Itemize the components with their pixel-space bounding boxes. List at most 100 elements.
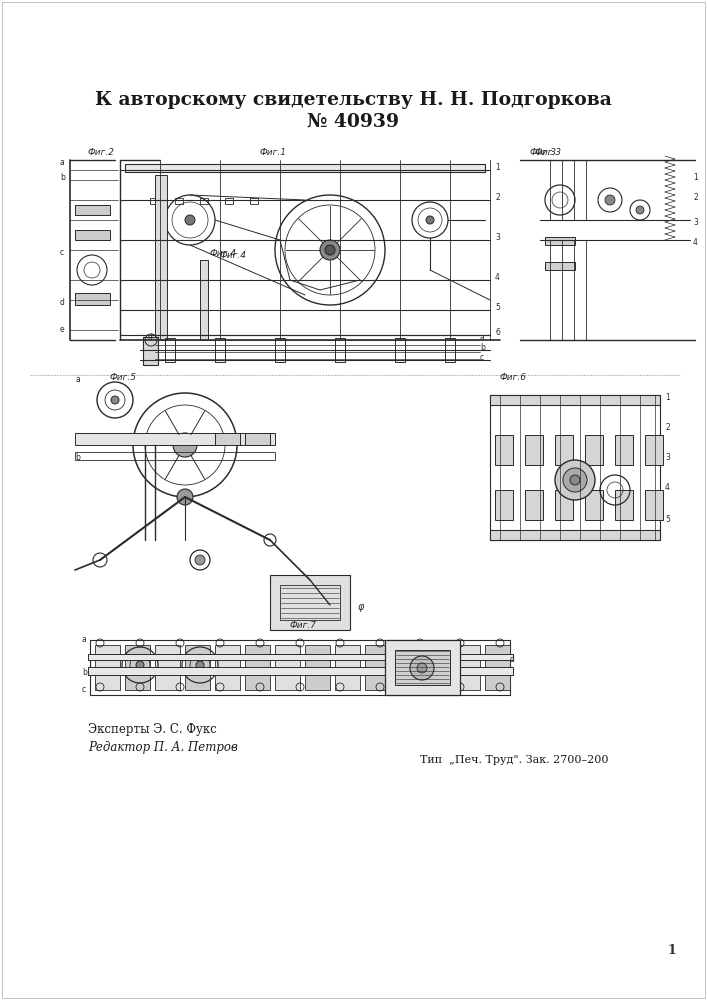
Bar <box>143 337 158 365</box>
Circle shape <box>196 661 204 669</box>
Text: d: d <box>510 655 515 664</box>
Bar <box>270 575 350 630</box>
Circle shape <box>636 206 644 214</box>
Bar <box>75 205 110 215</box>
Bar <box>200 198 208 204</box>
Bar <box>165 338 175 362</box>
Circle shape <box>185 215 195 225</box>
Text: 2: 2 <box>495 193 500 202</box>
Bar <box>490 395 660 540</box>
Text: 6: 6 <box>495 328 500 337</box>
Circle shape <box>563 468 587 492</box>
Bar <box>490 395 660 405</box>
Text: Фиг.1: Фиг.1 <box>260 148 287 157</box>
Bar <box>615 435 633 465</box>
Text: 3: 3 <box>665 453 670 462</box>
Bar <box>365 645 390 690</box>
Bar <box>395 650 450 685</box>
Text: b: b <box>82 668 87 677</box>
Text: 2: 2 <box>693 193 698 202</box>
Bar <box>395 338 405 362</box>
Circle shape <box>605 195 615 205</box>
Bar <box>555 435 573 465</box>
Bar <box>125 164 485 172</box>
Text: 2: 2 <box>665 423 670 432</box>
Text: К авторскому свидетельству Н. Н. Подгоркова: К авторскому свидетельству Н. Н. Подгорк… <box>95 91 612 109</box>
Bar <box>250 198 258 204</box>
Text: Эксперты Э. С. Фукс: Эксперты Э. С. Фукс <box>88 724 217 736</box>
Bar <box>645 435 663 465</box>
Text: a: a <box>82 635 87 644</box>
Circle shape <box>426 216 434 224</box>
Bar <box>95 645 120 690</box>
Text: a: a <box>60 158 65 167</box>
Text: Фиг.4: Фиг.4 <box>220 251 247 260</box>
Bar <box>555 490 573 520</box>
Bar <box>490 530 660 540</box>
Bar <box>395 645 420 690</box>
Text: Фиг.5: Фиг.5 <box>110 373 137 382</box>
Text: a: a <box>75 375 80 384</box>
Bar <box>455 645 480 690</box>
Text: c: c <box>60 248 64 257</box>
Bar <box>155 645 180 690</box>
Bar <box>75 230 110 240</box>
Circle shape <box>195 555 205 565</box>
Bar <box>215 338 225 362</box>
Bar <box>245 645 270 690</box>
Circle shape <box>570 475 580 485</box>
Text: Тип  „Печ. Труд". Зак. 2700–200: Тип „Печ. Труд". Зак. 2700–200 <box>420 755 609 765</box>
Circle shape <box>417 663 427 673</box>
Circle shape <box>320 240 340 260</box>
Text: c: c <box>82 685 86 694</box>
Text: Редактор П. А. Петров: Редактор П. А. Петров <box>88 742 238 754</box>
Bar <box>245 433 270 445</box>
Bar <box>225 198 233 204</box>
Bar <box>275 645 300 690</box>
Text: 4: 4 <box>693 238 698 247</box>
Bar <box>75 433 275 445</box>
Bar <box>425 645 450 690</box>
Text: 5: 5 <box>665 515 670 524</box>
Bar <box>280 585 340 620</box>
Bar <box>385 640 460 695</box>
Text: 3: 3 <box>495 233 500 242</box>
Bar <box>495 490 513 520</box>
Text: 5: 5 <box>495 303 500 312</box>
Bar <box>175 198 183 204</box>
Circle shape <box>111 396 119 404</box>
Bar <box>150 198 158 204</box>
Bar <box>585 490 603 520</box>
Bar <box>615 490 633 520</box>
Bar <box>125 645 150 690</box>
Text: Фиг.2: Фиг.2 <box>88 148 115 157</box>
Text: Фиг.4: Фиг.4 <box>210 249 237 258</box>
Text: 4: 4 <box>665 483 670 492</box>
Text: b: b <box>480 343 485 352</box>
Circle shape <box>136 661 144 669</box>
Text: Фиг.7: Фиг.7 <box>290 621 317 630</box>
Bar <box>445 338 455 362</box>
Text: d: d <box>60 298 65 307</box>
Text: № 40939: № 40939 <box>307 113 399 131</box>
Bar <box>585 435 603 465</box>
Bar <box>305 645 330 690</box>
Bar <box>335 645 360 690</box>
Bar <box>75 452 275 460</box>
Bar <box>75 293 110 305</box>
Bar <box>200 260 208 340</box>
Text: 1: 1 <box>667 944 677 956</box>
Text: e: e <box>60 325 64 334</box>
Bar <box>525 490 543 520</box>
Text: 1: 1 <box>495 163 500 172</box>
Text: Фиг.3: Фиг.3 <box>530 148 557 157</box>
Circle shape <box>410 656 434 680</box>
Text: 1: 1 <box>665 393 670 402</box>
Text: φ: φ <box>358 602 364 612</box>
Bar <box>645 490 663 520</box>
Circle shape <box>173 433 197 457</box>
Bar <box>275 338 285 362</box>
Text: b: b <box>60 173 65 182</box>
Bar <box>495 435 513 465</box>
Bar <box>215 645 240 690</box>
